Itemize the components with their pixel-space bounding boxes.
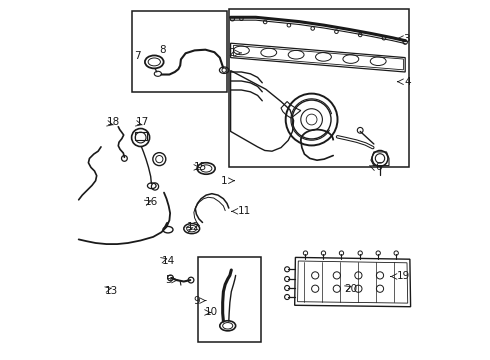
Text: 7: 7	[134, 51, 141, 61]
Text: 10: 10	[205, 307, 218, 318]
Text: 18: 18	[106, 117, 120, 127]
Text: 17: 17	[136, 117, 149, 127]
Text: 13: 13	[104, 286, 118, 296]
Text: 4: 4	[404, 77, 411, 87]
Text: 16: 16	[145, 197, 158, 207]
Text: 3: 3	[403, 33, 410, 44]
Text: 2: 2	[228, 48, 235, 58]
Text: 14: 14	[162, 256, 175, 266]
Text: 8: 8	[160, 45, 166, 55]
Text: 11: 11	[238, 206, 251, 216]
Bar	[198, 257, 261, 342]
Text: 12: 12	[187, 222, 200, 232]
Text: 19: 19	[397, 271, 410, 282]
Bar	[132, 11, 227, 92]
Text: 1: 1	[221, 176, 228, 186]
Text: 5: 5	[165, 275, 172, 285]
Circle shape	[222, 68, 226, 72]
Text: 6: 6	[376, 162, 382, 172]
Text: 15: 15	[194, 162, 207, 172]
Text: 9: 9	[193, 296, 199, 306]
Text: 20: 20	[344, 284, 357, 294]
Bar	[229, 9, 409, 167]
